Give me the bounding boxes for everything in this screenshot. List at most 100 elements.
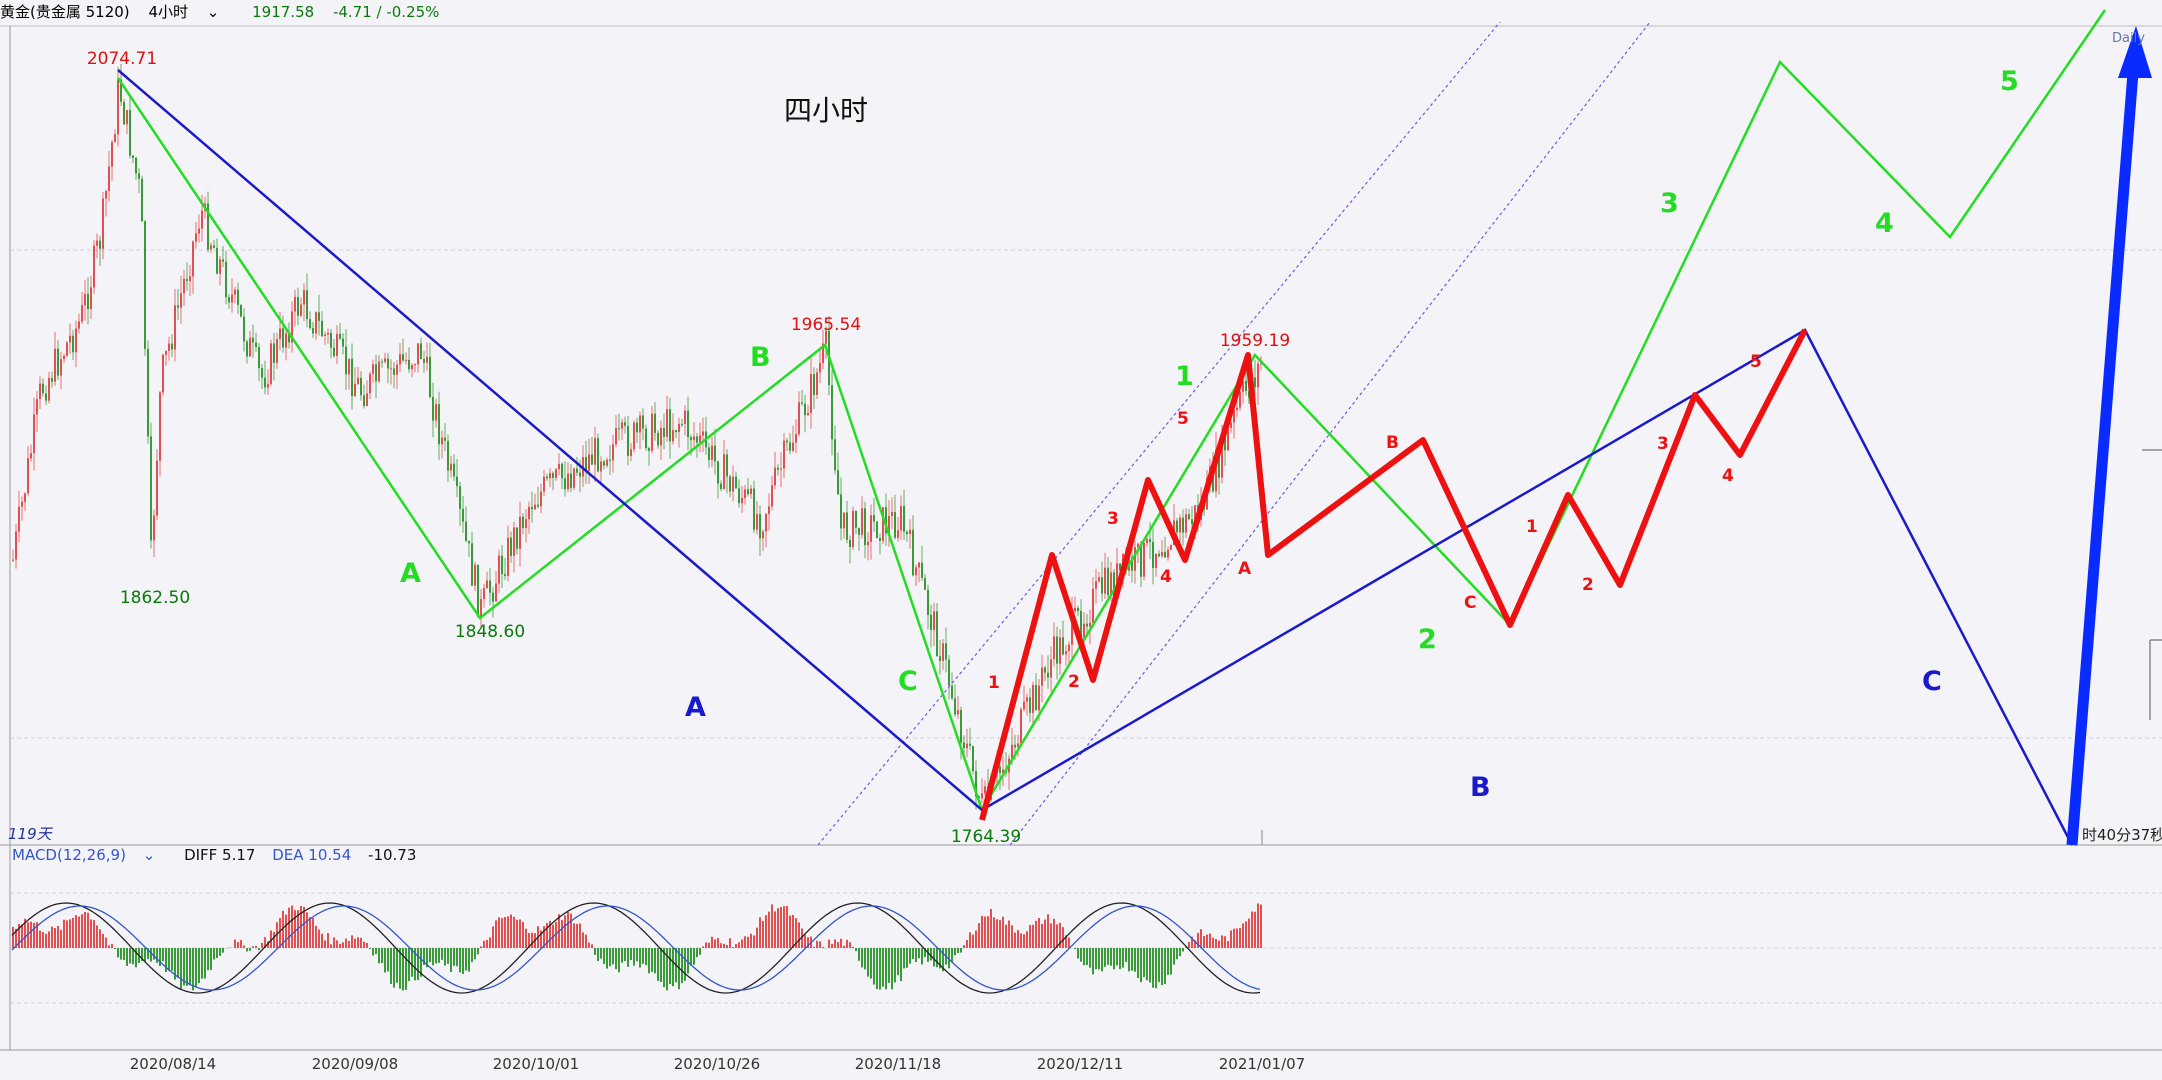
candle-body bbox=[306, 290, 308, 320]
timeframe-select[interactable]: 4小时 ⌄ bbox=[148, 3, 220, 21]
candle-body bbox=[1218, 449, 1220, 478]
candle-body bbox=[1068, 644, 1070, 652]
macd-bar bbox=[339, 943, 341, 948]
candle-body bbox=[480, 599, 482, 617]
macd-bar bbox=[327, 933, 329, 948]
macd-bar bbox=[1221, 935, 1223, 948]
candle-body bbox=[507, 537, 509, 576]
candle-body bbox=[957, 710, 959, 715]
macd-bar bbox=[465, 948, 467, 971]
candle-body bbox=[147, 348, 149, 437]
macd-bar bbox=[747, 936, 749, 948]
candle-body bbox=[810, 374, 812, 413]
macd-bar bbox=[639, 948, 641, 968]
candle-body bbox=[678, 423, 680, 433]
macd-bar bbox=[414, 948, 416, 981]
macd-bar bbox=[1167, 948, 1169, 975]
wave-label-green-2: 2 bbox=[1418, 624, 1437, 655]
candle-body bbox=[561, 463, 563, 479]
macd-bar bbox=[792, 914, 794, 948]
macd-histogram bbox=[12, 903, 1262, 991]
candle-body bbox=[852, 510, 854, 548]
countdown-label: 时40分37秒 bbox=[2082, 826, 2162, 844]
macd-bar bbox=[1230, 930, 1232, 948]
candle-body bbox=[744, 489, 746, 498]
macd-bar bbox=[1131, 948, 1133, 971]
candle-body bbox=[726, 454, 728, 477]
macd-bar bbox=[303, 906, 305, 948]
macd-bar bbox=[237, 942, 239, 948]
macd-bar bbox=[1254, 911, 1256, 948]
macd-bar bbox=[435, 948, 437, 964]
candle-body bbox=[381, 361, 383, 363]
macd-bar bbox=[540, 930, 542, 948]
macd-bar bbox=[99, 929, 101, 948]
macd-bar bbox=[432, 948, 434, 966]
candle-body bbox=[1113, 572, 1115, 597]
macd-bar bbox=[279, 917, 281, 948]
macd-bar bbox=[1116, 948, 1118, 966]
macd-bar bbox=[912, 948, 914, 960]
macd-bar bbox=[54, 928, 56, 948]
macd-bar bbox=[1074, 948, 1076, 950]
candle-body bbox=[768, 506, 770, 514]
candle-body bbox=[840, 494, 842, 529]
macd-bar bbox=[204, 948, 206, 979]
candle-body bbox=[729, 476, 731, 492]
candle-body bbox=[75, 328, 77, 353]
candle-body bbox=[339, 334, 341, 339]
candle-body bbox=[369, 373, 371, 394]
candle-body bbox=[57, 348, 59, 376]
price-change: -4.71 / -0.25% bbox=[332, 3, 440, 21]
macd-bar bbox=[894, 948, 896, 983]
macd-bar bbox=[396, 948, 398, 983]
candle-body bbox=[708, 447, 710, 460]
macd-bar bbox=[1245, 921, 1247, 948]
candle-body bbox=[1155, 553, 1157, 568]
macd-bar bbox=[300, 905, 302, 948]
macd-bar bbox=[816, 940, 818, 948]
candle-body bbox=[267, 383, 269, 388]
candle-body bbox=[252, 337, 254, 343]
candle-body bbox=[792, 442, 794, 451]
candle-body bbox=[300, 304, 302, 316]
macd-bar bbox=[177, 948, 179, 978]
macd-bar bbox=[510, 914, 512, 948]
macd-bar bbox=[975, 930, 977, 948]
candle-body bbox=[1131, 557, 1133, 571]
candle-body bbox=[1062, 637, 1064, 655]
symbol-label[interactable]: 黄金(贵金属 5120) bbox=[0, 3, 130, 21]
macd-bar bbox=[768, 911, 770, 948]
macd-bar bbox=[1089, 948, 1091, 968]
macd-bar bbox=[372, 948, 374, 956]
macd-bar bbox=[576, 923, 578, 948]
macd-bar bbox=[1023, 934, 1025, 948]
candle-body bbox=[819, 363, 821, 373]
corner-label: Daily bbox=[2112, 31, 2145, 46]
macd-bar bbox=[312, 917, 314, 948]
macd-bar bbox=[1173, 948, 1175, 965]
macd-bar bbox=[735, 944, 737, 948]
macd-bar bbox=[1002, 916, 1004, 948]
chevron-down-icon[interactable]: ⌄ bbox=[206, 3, 220, 21]
x-tick-label: 2020/12/11 bbox=[1037, 1055, 1123, 1073]
macd-bar bbox=[33, 922, 35, 948]
candle-body bbox=[924, 577, 926, 590]
candle-body bbox=[945, 643, 947, 660]
macd-indicator-select[interactable]: MACD(12,26,9) ⌄ bbox=[12, 846, 156, 864]
macd-bar bbox=[870, 948, 872, 979]
candle-body bbox=[1158, 553, 1160, 557]
candle-body bbox=[909, 529, 911, 535]
macd-bar bbox=[153, 948, 155, 960]
candle-body bbox=[555, 469, 557, 478]
macd-bar bbox=[906, 948, 908, 968]
macd-bar bbox=[708, 942, 710, 948]
macd-bar bbox=[180, 948, 182, 989]
candle-body bbox=[24, 493, 26, 502]
macd-bar bbox=[798, 922, 800, 948]
chevron-down-icon[interactable]: ⌄ bbox=[142, 846, 156, 864]
candle-body bbox=[771, 485, 773, 507]
macd-bar bbox=[549, 920, 551, 948]
macd-bar bbox=[1104, 948, 1106, 967]
macd-bar bbox=[738, 942, 740, 948]
